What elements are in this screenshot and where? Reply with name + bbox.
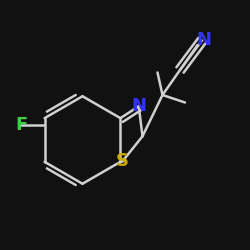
Text: F: F xyxy=(15,116,28,134)
Text: S: S xyxy=(116,152,129,170)
Text: N: N xyxy=(196,31,211,49)
Text: N: N xyxy=(131,97,146,115)
